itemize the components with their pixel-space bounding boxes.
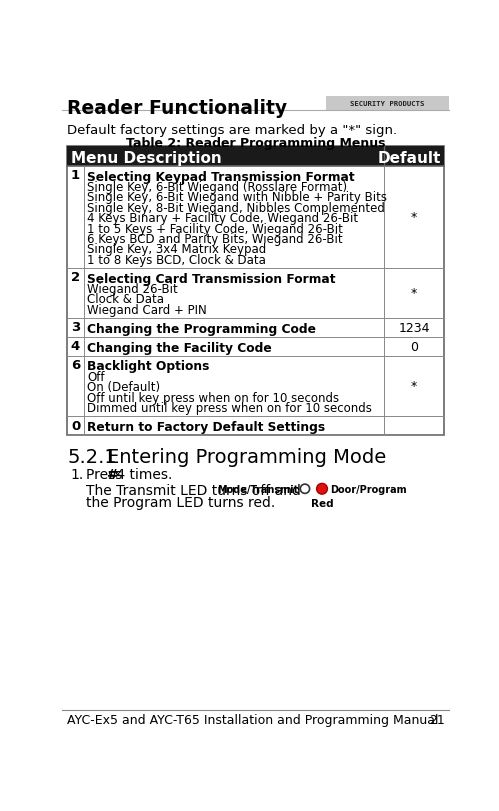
Text: 4 Keys Binary + Facility Code, Wiegand 26-Bit: 4 Keys Binary + Facility Code, Wiegand 2…	[87, 212, 358, 225]
Text: 21: 21	[429, 714, 445, 727]
Text: Single Key, 8-Bit Wiegand, Nibbles Complemented: Single Key, 8-Bit Wiegand, Nibbles Compl…	[87, 201, 385, 215]
Text: *: *	[411, 380, 417, 393]
Text: SECURITY PRODUCTS: SECURITY PRODUCTS	[350, 101, 424, 107]
Text: 2: 2	[71, 271, 80, 284]
Text: Press: Press	[86, 468, 126, 482]
Text: Clock & Data: Clock & Data	[87, 293, 164, 306]
Text: Backlight Options: Backlight Options	[87, 360, 210, 373]
Text: Return to Factory Default Settings: Return to Factory Default Settings	[87, 420, 325, 433]
Text: 0: 0	[71, 419, 80, 432]
Text: The Transmit LED turns off and: The Transmit LED turns off and	[86, 483, 300, 497]
Text: 6: 6	[71, 358, 80, 371]
Text: Off: Off	[87, 371, 105, 384]
Text: Menu Description: Menu Description	[71, 151, 222, 166]
Text: Default: Default	[377, 151, 441, 166]
Circle shape	[316, 484, 327, 495]
Bar	[67, 148, 445, 166]
Text: Wiegand 26-Bit: Wiegand 26-Bit	[87, 283, 178, 296]
Text: the Program LED turns red.: the Program LED turns red.	[86, 496, 275, 509]
Text: Selecting Card Transmission Format: Selecting Card Transmission Format	[87, 272, 336, 285]
Text: AYC-Ex5 and AYC-T65 Installation and Programming Manual: AYC-Ex5 and AYC-T65 Installation and Pro…	[67, 714, 439, 727]
Text: 0: 0	[410, 340, 418, 353]
Text: 6 Keys BCD and Parity Bits, Wiegand 26-Bit: 6 Keys BCD and Parity Bits, Wiegand 26-B…	[87, 233, 343, 246]
Text: Red: Red	[311, 499, 333, 508]
Text: Wiegand Card + PIN: Wiegand Card + PIN	[87, 303, 207, 316]
Text: Changing the Facility Code: Changing the Facility Code	[87, 341, 272, 354]
Text: 1.: 1.	[70, 468, 83, 482]
Text: Single Key, 3x4 Matrix Keypad: Single Key, 3x4 Matrix Keypad	[87, 243, 266, 256]
Text: 3: 3	[71, 321, 80, 334]
Text: Entering Programming Mode: Entering Programming Mode	[107, 448, 387, 466]
Text: Reader Functionality: Reader Functionality	[67, 99, 287, 118]
Text: Table 2: Reader Programming Menus: Table 2: Reader Programming Menus	[126, 137, 385, 150]
Text: Changing the Programming Code: Changing the Programming Code	[87, 322, 316, 335]
Text: #: #	[107, 468, 118, 482]
Text: 1 to 5 Keys + Facility Code, Wiegand 26-Bit: 1 to 5 Keys + Facility Code, Wiegand 26-…	[87, 222, 343, 235]
Text: 1: 1	[71, 169, 80, 182]
Text: On (Default): On (Default)	[87, 380, 160, 393]
Text: *: *	[411, 211, 417, 224]
Text: 1 to 8 Keys BCD, Clock & Data: 1 to 8 Keys BCD, Clock & Data	[87, 253, 266, 267]
Text: Mode/Transmit: Mode/Transmit	[218, 484, 299, 494]
Text: *: *	[411, 287, 417, 300]
Text: Off until key press when on for 10 seconds: Off until key press when on for 10 secon…	[87, 391, 339, 404]
Text: 4: 4	[71, 340, 80, 353]
Bar	[326, 97, 449, 110]
Circle shape	[300, 484, 309, 494]
Bar	[67, 148, 445, 436]
Text: Door/Program: Door/Program	[330, 484, 406, 494]
Text: Single Key, 6-Bit Wiegand with Nibble + Parity Bits: Single Key, 6-Bit Wiegand with Nibble + …	[87, 191, 387, 204]
Text: Default factory settings are marked by a "*" sign.: Default factory settings are marked by a…	[67, 123, 397, 136]
Text: Dimmed until key press when on for 10 seconds: Dimmed until key press when on for 10 se…	[87, 401, 372, 414]
Text: 1234: 1234	[399, 321, 430, 334]
Text: 4 times.: 4 times.	[112, 468, 172, 482]
Text: Selecting Keypad Transmission Format: Selecting Keypad Transmission Format	[87, 170, 355, 183]
Text: Single Key, 6-Bit Wiegand (Rosslare Format): Single Key, 6-Bit Wiegand (Rosslare Form…	[87, 181, 347, 194]
Text: 5.2.1: 5.2.1	[67, 448, 117, 466]
